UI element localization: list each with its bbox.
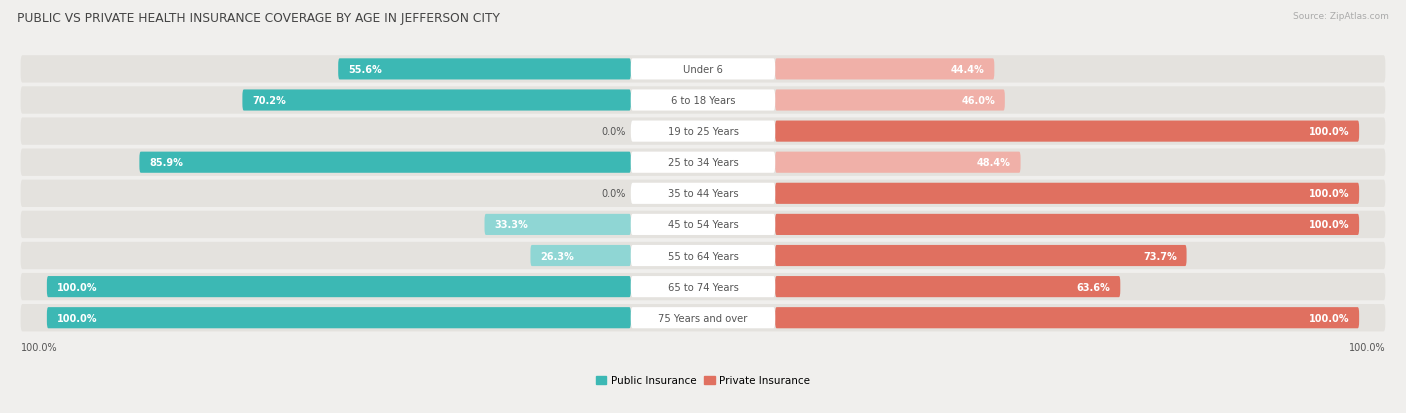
Text: 45 to 54 Years: 45 to 54 Years (668, 220, 738, 230)
Text: 100.0%: 100.0% (21, 342, 58, 352)
FancyBboxPatch shape (631, 245, 775, 266)
FancyBboxPatch shape (485, 214, 631, 235)
FancyBboxPatch shape (631, 214, 775, 235)
Text: 65 to 74 Years: 65 to 74 Years (668, 282, 738, 292)
Legend: Public Insurance, Private Insurance: Public Insurance, Private Insurance (592, 371, 814, 390)
Text: Source: ZipAtlas.com: Source: ZipAtlas.com (1294, 12, 1389, 21)
FancyBboxPatch shape (339, 59, 631, 80)
Text: 100.0%: 100.0% (1309, 313, 1350, 323)
FancyBboxPatch shape (775, 214, 1360, 235)
FancyBboxPatch shape (21, 211, 1385, 239)
Text: 70.2%: 70.2% (252, 96, 285, 106)
Text: 100.0%: 100.0% (56, 282, 97, 292)
FancyBboxPatch shape (21, 180, 1385, 207)
FancyBboxPatch shape (775, 245, 1187, 266)
FancyBboxPatch shape (775, 121, 1360, 142)
FancyBboxPatch shape (775, 152, 1021, 173)
Text: 6 to 18 Years: 6 to 18 Years (671, 96, 735, 106)
Text: 55 to 64 Years: 55 to 64 Years (668, 251, 738, 261)
Text: 100.0%: 100.0% (1309, 127, 1350, 137)
Text: PUBLIC VS PRIVATE HEALTH INSURANCE COVERAGE BY AGE IN JEFFERSON CITY: PUBLIC VS PRIVATE HEALTH INSURANCE COVER… (17, 12, 499, 25)
FancyBboxPatch shape (530, 245, 631, 266)
FancyBboxPatch shape (21, 56, 1385, 83)
Text: 48.4%: 48.4% (977, 158, 1011, 168)
Text: 33.3%: 33.3% (495, 220, 529, 230)
FancyBboxPatch shape (46, 276, 631, 297)
Text: 63.6%: 63.6% (1077, 282, 1111, 292)
FancyBboxPatch shape (775, 59, 994, 80)
Text: 0.0%: 0.0% (602, 127, 626, 137)
FancyBboxPatch shape (46, 307, 631, 328)
FancyBboxPatch shape (775, 183, 1360, 204)
FancyBboxPatch shape (242, 90, 631, 112)
Text: 25 to 34 Years: 25 to 34 Years (668, 158, 738, 168)
Text: 100.0%: 100.0% (1309, 189, 1350, 199)
Text: 55.6%: 55.6% (349, 65, 382, 75)
Text: 44.4%: 44.4% (950, 65, 984, 75)
FancyBboxPatch shape (631, 307, 775, 328)
FancyBboxPatch shape (21, 304, 1385, 332)
FancyBboxPatch shape (21, 273, 1385, 301)
Text: 26.3%: 26.3% (540, 251, 574, 261)
Text: Under 6: Under 6 (683, 65, 723, 75)
Text: 0.0%: 0.0% (602, 189, 626, 199)
FancyBboxPatch shape (21, 87, 1385, 114)
Text: 73.7%: 73.7% (1143, 251, 1177, 261)
Text: 35 to 44 Years: 35 to 44 Years (668, 189, 738, 199)
FancyBboxPatch shape (631, 183, 775, 204)
FancyBboxPatch shape (631, 152, 775, 173)
FancyBboxPatch shape (631, 121, 775, 142)
Text: 100.0%: 100.0% (1309, 220, 1350, 230)
FancyBboxPatch shape (21, 242, 1385, 270)
FancyBboxPatch shape (21, 118, 1385, 145)
FancyBboxPatch shape (21, 149, 1385, 176)
FancyBboxPatch shape (631, 276, 775, 297)
Text: 85.9%: 85.9% (149, 158, 183, 168)
FancyBboxPatch shape (631, 59, 775, 80)
FancyBboxPatch shape (139, 152, 631, 173)
FancyBboxPatch shape (631, 90, 775, 112)
Text: 100.0%: 100.0% (56, 313, 97, 323)
FancyBboxPatch shape (775, 276, 1121, 297)
Text: 75 Years and over: 75 Years and over (658, 313, 748, 323)
FancyBboxPatch shape (775, 90, 1005, 112)
Text: 19 to 25 Years: 19 to 25 Years (668, 127, 738, 137)
FancyBboxPatch shape (775, 307, 1360, 328)
Text: 100.0%: 100.0% (1348, 342, 1385, 352)
Text: 46.0%: 46.0% (962, 96, 995, 106)
